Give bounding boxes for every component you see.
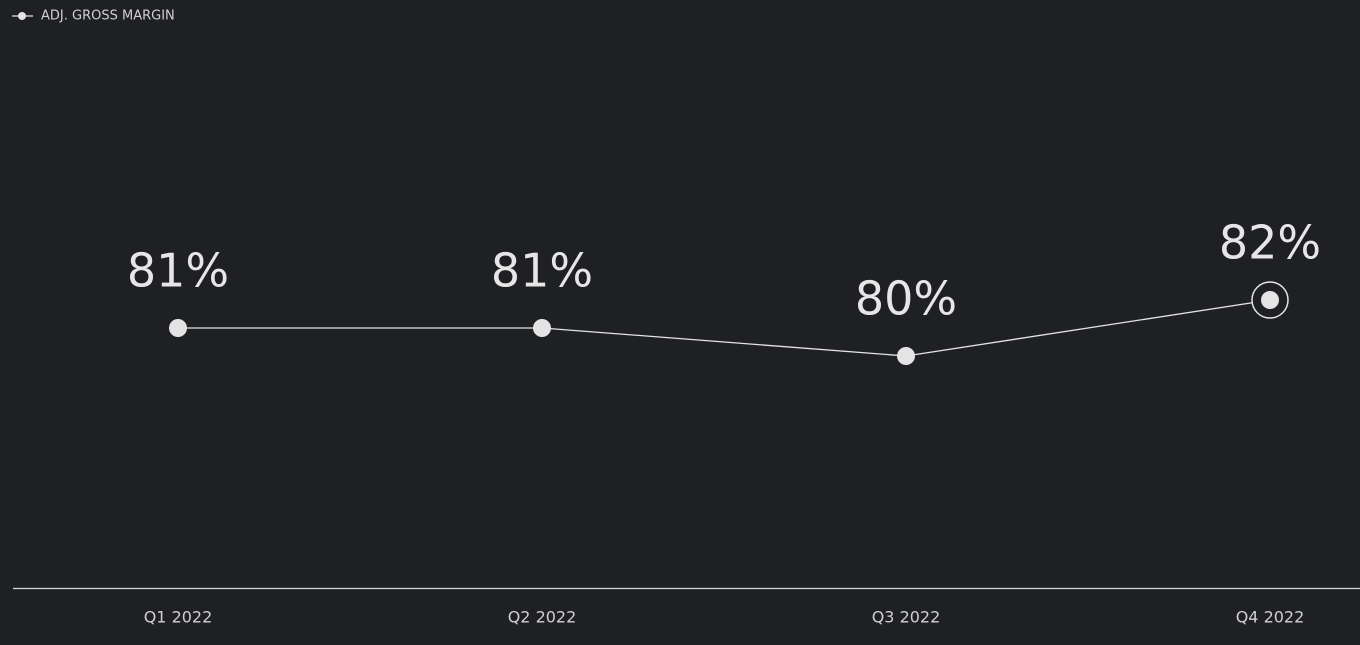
legend-label: ADJ. GROSS MARGIN (41, 9, 175, 24)
value-label: 80% (855, 272, 957, 326)
value-label: 81% (491, 244, 593, 298)
x-tick-label: Q1 2022 (144, 608, 213, 627)
point (533, 319, 551, 337)
legend-dot (18, 12, 26, 20)
series-line (178, 299, 1271, 357)
x-tick-label: Q3 2022 (872, 608, 941, 627)
value-label: 81% (127, 244, 229, 298)
value-label: 82% (1219, 216, 1321, 270)
x-tick-label: Q4 2022 (1236, 608, 1305, 627)
point (169, 319, 187, 337)
point (1261, 291, 1279, 309)
x-tick-label: Q2 2022 (508, 608, 577, 627)
point (897, 347, 915, 365)
